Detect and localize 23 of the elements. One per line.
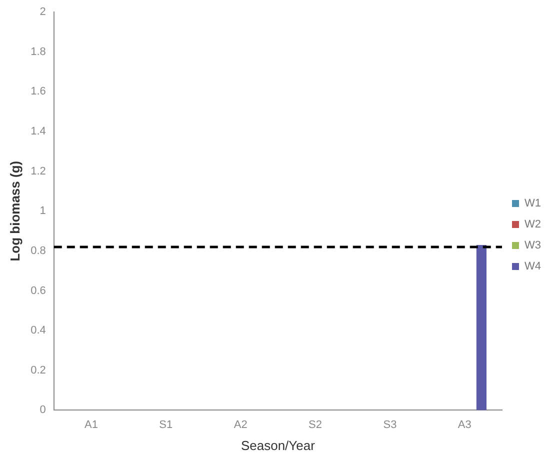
x-tick-label: S2 xyxy=(308,418,322,431)
x-tick-label: A3 xyxy=(458,418,472,431)
y-tick-label: 1.6 xyxy=(30,86,46,98)
y-tick-label: 2 xyxy=(40,6,46,18)
y-axis-title: Log biomass (g) xyxy=(7,160,22,262)
legend-label: W2 xyxy=(524,218,541,231)
y-tick-label: 1.4 xyxy=(30,125,46,138)
y-tick-label: 0.2 xyxy=(30,364,46,376)
legend-label: W1 xyxy=(524,198,541,210)
legend-label: W3 xyxy=(524,240,541,252)
legend-label: W4 xyxy=(524,260,541,273)
x-tick-label: A2 xyxy=(234,418,248,431)
y-tick-label: 0.8 xyxy=(30,244,46,257)
x-tick-label: A1 xyxy=(84,418,98,431)
x-tick-label: S3 xyxy=(383,418,397,431)
y-tick-label: 0.4 xyxy=(30,324,46,337)
y-tick-label: 1.2 xyxy=(30,165,46,178)
x-axis-title: Season/Year xyxy=(240,438,316,453)
y-tick-label: 0.6 xyxy=(30,284,46,297)
y-tick-label: 0 xyxy=(40,404,46,416)
x-tick-label: S1 xyxy=(159,418,173,431)
y-tick-label: 1 xyxy=(40,205,46,218)
y-tick-label: 1.8 xyxy=(30,46,46,58)
